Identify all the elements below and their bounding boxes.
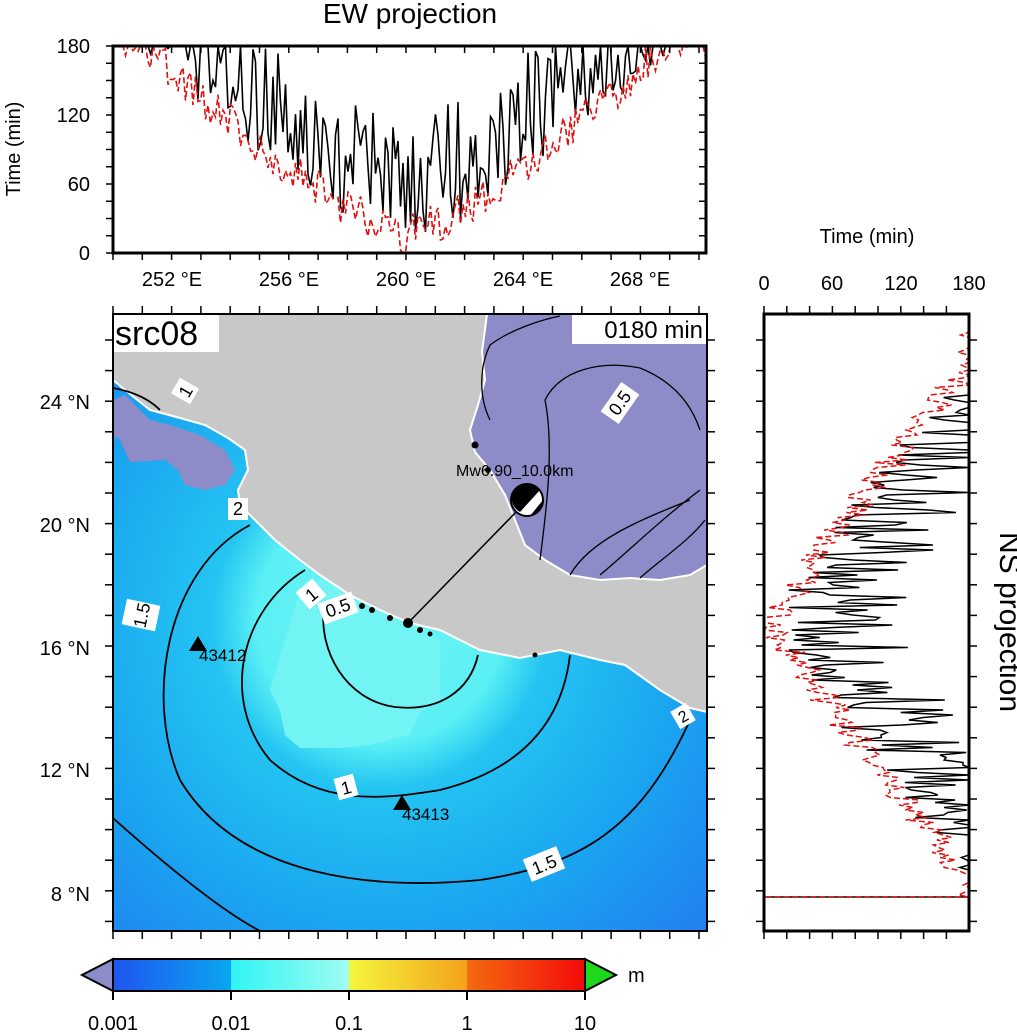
ew-projection-panel: EW projection Time (min) 180 120 60 0 25… — [3, 0, 708, 291]
colorbar-tick: 10 — [574, 1013, 596, 1032]
colorbar-seg-4 — [467, 959, 585, 991]
gulf-contour — [569, 489, 706, 579]
ew-ytick-120: 120 — [57, 105, 90, 127]
ew-frame — [111, 44, 708, 255]
ew-xtick-264: 264 °E — [493, 269, 553, 291]
map-panel: 0.5 0.5 1 1 1.5 1.5 1 2 2 — [40, 306, 715, 939]
map-ytick-24: 24 °N — [40, 392, 90, 414]
ns-x-tick-labels: 0 60 120 180 — [758, 273, 985, 295]
ew-observed-series — [113, 46, 706, 232]
contour-labels: 0.5 0.5 1 1 1.5 1.5 1 2 2 — [121, 377, 696, 882]
ns-ticks — [756, 306, 977, 939]
ns-xtick-120: 120 — [884, 273, 917, 295]
source-label-bg — [113, 314, 219, 352]
colorbar-tick: 1 — [461, 1013, 472, 1032]
epicenter-marker — [403, 618, 413, 628]
ns-title: NS projection — [993, 532, 1017, 712]
colorbar-tick: 0.001 — [88, 1013, 138, 1032]
ew-ticks — [106, 45, 706, 260]
ew-xtick-260: 260 °E — [376, 269, 436, 291]
ew-ytick-0: 0 — [79, 243, 90, 265]
ns-xtick-180: 180 — [952, 273, 985, 295]
source-label: src08 — [115, 315, 198, 353]
ns-model-series — [764, 320, 969, 931]
ew-xtick-256: 256 °E — [259, 269, 319, 291]
station-43413: 43413 — [393, 795, 449, 824]
colorbar-seg-3 — [349, 959, 467, 991]
ns-frame — [762, 312, 971, 933]
colorbar-under-triangle — [79, 957, 114, 993]
ew-title: EW projection — [323, 0, 497, 29]
contour-label: 1 — [339, 777, 354, 799]
event-label: Mw6.90_10.0km — [456, 463, 573, 480]
ew-ytick-180: 180 — [57, 36, 90, 58]
focal-mechanism-beachball — [510, 483, 544, 517]
map-ytick-8: 8 °N — [51, 884, 90, 906]
ew-model-series — [113, 46, 706, 253]
map-ytick-12: 12 °N — [40, 760, 90, 782]
ew-y-axis-label: Time (min) — [3, 102, 25, 197]
map-ytick-16: 16 °N — [40, 638, 90, 660]
map-ticks — [105, 306, 715, 939]
colorbar-unit: m — [628, 965, 645, 987]
station-label: 43413 — [402, 805, 449, 824]
ns-xtick-60: 60 — [821, 273, 843, 295]
ns-xtick-0: 0 — [758, 273, 769, 295]
colorbar-seg-2 — [231, 959, 349, 991]
ns-projection-panel: Time (min) 0 60 120 180 NS projection — [756, 226, 1017, 939]
gulf-contour — [481, 315, 561, 421]
time-label: 0180 min — [604, 317, 703, 344]
colorbar-tick: 0.01 — [212, 1013, 251, 1032]
colorbar-tick: 0.1 — [335, 1013, 363, 1032]
colorbar: m 0.001 0.01 0.1 1 10 — [79, 957, 645, 1032]
time-label-bg — [572, 314, 707, 344]
ew-xtick-252: 252 °E — [142, 269, 202, 291]
colorbar-over-triangle — [584, 957, 619, 993]
ew-x-tick-labels: 252 °E 256 °E 260 °E 264 °E 268 °E — [142, 269, 670, 291]
ew-y-tick-labels: 180 120 60 0 — [57, 36, 90, 265]
colorbar-seg-1 — [113, 959, 231, 991]
ns-x-axis-label: Time (min) — [820, 226, 915, 248]
map-frame — [112, 313, 708, 932]
epicenter-leader-line — [407, 509, 519, 624]
low-amplitude-shelf-west — [113, 395, 235, 490]
gulf-contour — [539, 364, 701, 561]
coastline-features — [359, 441, 538, 658]
station-43412: 43412 — [189, 636, 246, 665]
map-ytick-20: 20 °N — [40, 515, 90, 537]
ns-observed-series — [764, 320, 969, 931]
ew-xtick-268: 268 °E — [610, 269, 670, 291]
contour-label: 2 — [233, 499, 243, 519]
map-y-tick-labels: 24 °N 20 °N 16 °N 12 °N 8 °N — [40, 392, 90, 906]
ew-ytick-60: 60 — [68, 174, 90, 196]
station-label: 43412 — [199, 646, 246, 665]
